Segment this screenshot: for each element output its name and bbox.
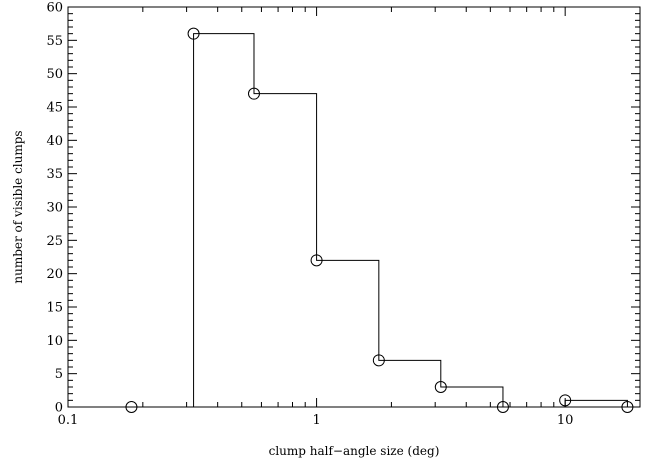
plot-frame [67,6,641,408]
y-axis-label: number of visible clumps [11,130,25,283]
plot-area [67,6,641,408]
x-tick-label: 0.1 [58,413,79,428]
data-point [621,401,634,413]
data-point [496,401,509,413]
y-tick-label: 5 [55,367,63,382]
data-point [372,354,385,367]
x-tick-label: 1 [312,413,320,428]
y-tick-label: 45 [46,101,63,116]
y-tick-label: 40 [46,134,63,149]
y-tick-label: 10 [46,334,63,349]
data-point [310,254,323,267]
y-tick-label: 0 [55,401,63,416]
y-tick-label: 25 [46,234,63,249]
y-tick-label: 20 [46,267,63,282]
data-point [187,27,200,40]
y-tick-label: 55 [46,34,63,49]
y-tick-label: 35 [46,167,63,182]
x-tick-label: 10 [557,413,574,428]
axis-ticks: 0 5 10 15 20 25 30 35 40 45 50 55 60 0.1 1 10 [46,1,640,428]
data-point [434,381,447,393]
y-tick-label: 60 [46,1,63,16]
data-point [247,87,260,100]
y-tick-label: 15 [46,301,63,316]
data-marks [125,27,634,413]
y-tick-label: 50 [46,67,63,82]
y-tick-label: 30 [46,201,63,216]
data-point [559,394,572,407]
series-step-line [131,33,628,408]
data-point [125,401,138,413]
x-axis-label: clump half−angle size (deg) [269,444,440,458]
